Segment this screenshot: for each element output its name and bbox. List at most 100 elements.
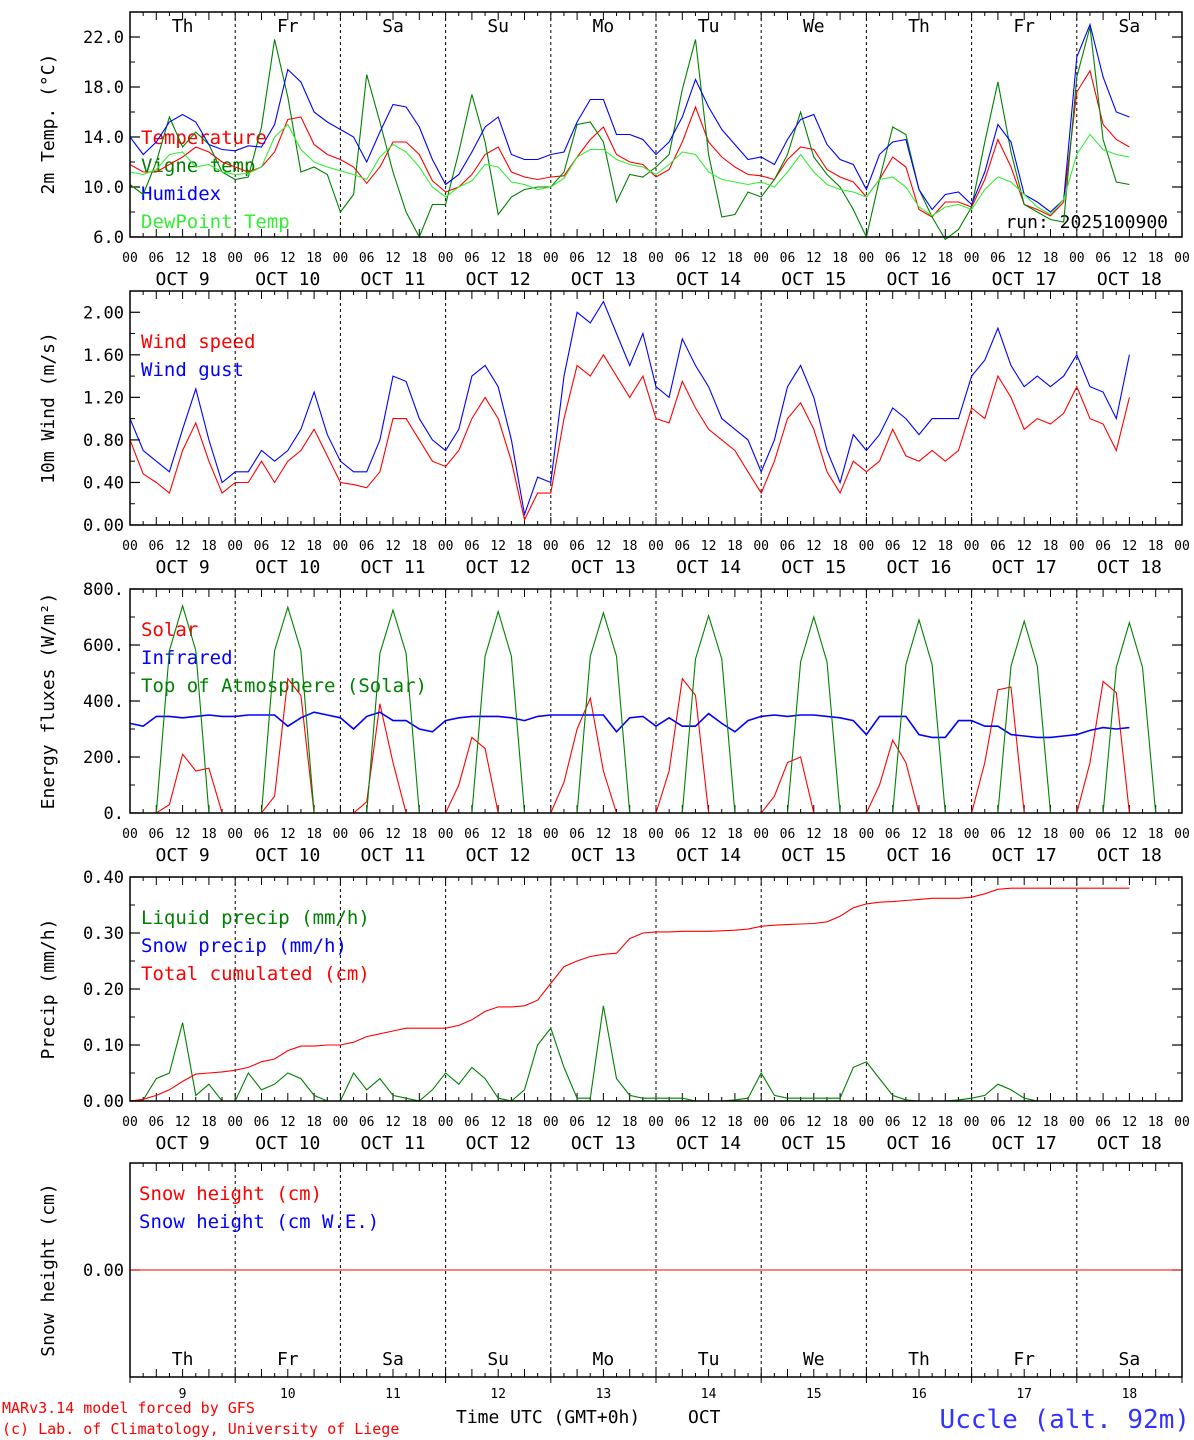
snow-legend-height: Snow height (cm) [139,1183,322,1205]
weekday-label: We [803,16,825,37]
hour-tick-label: 12 [596,1115,612,1130]
hour-tick-label: 00 [438,827,454,842]
day-number: 17 [1016,1387,1032,1402]
series-line-wind-gust [129,300,1130,517]
hour-tick-label: 00 [543,251,559,266]
hour-tick-label: 00 [859,827,875,842]
hour-tick-label: 00 [1174,827,1190,842]
date-label: OCT 15 [781,1133,846,1154]
panel-precip: Precip (mm/h) Liquid precip (mm/h) Snow … [38,876,1183,1102]
energy-legend-toa: Top of Atmosphere (Solar) [141,675,427,697]
y-tick-label: 0.00 [83,1261,124,1281]
y-tick-label: 2.00 [83,303,124,323]
hour-tick-label: 00 [438,251,454,266]
hour-tick-label: 18 [832,1115,848,1130]
weekday-label: Su [487,16,509,37]
y-tick-label: 10.0 [83,178,124,198]
hour-tick-label: 12 [490,251,506,266]
hour-tick-label: 00 [333,251,349,266]
date-label: OCT 18 [1097,845,1162,866]
hour-tick-label: 06 [464,251,480,266]
hour-tick-label: 12 [490,827,506,842]
hour-tick-label: 00 [859,539,875,554]
hour-tick-label: 00 [227,539,243,554]
hour-tick-label: 18 [201,539,217,554]
hour-tick-label: 18 [411,827,427,842]
hour-tick-label: 06 [254,539,270,554]
day-number: 11 [385,1387,401,1402]
hour-tick-label: 18 [517,251,533,266]
weekday-label: Fr [277,1349,299,1370]
hour-tick-label: 12 [1016,1115,1032,1130]
hour-tick-label: 06 [674,539,690,554]
hour-tick-label: 18 [201,827,217,842]
hour-tick-label: 18 [727,827,743,842]
date-label: OCT 16 [886,269,951,290]
date-label: OCT 9 [156,1133,210,1154]
hour-tick-label: 18 [1043,251,1059,266]
date-label: OCT 11 [360,1133,425,1154]
hour-tick-label: 06 [674,1115,690,1130]
hour-tick-label: 00 [227,827,243,842]
date-label: OCT 10 [255,557,320,578]
hour-tick-label: 06 [148,827,164,842]
hour-tick-label: 06 [359,539,375,554]
date-label: OCT 12 [466,269,531,290]
y-tick-label: 0.00 [83,516,124,536]
hour-tick-label: 18 [306,1115,322,1130]
y-tick-label: 1.60 [83,346,124,366]
hour-tick-label: 18 [937,251,953,266]
hour-tick-label: 00 [753,251,769,266]
panel-energy: Energy fluxes (W/m²) Solar Infrared Top … [38,588,1183,814]
footer-month: OCT [688,1407,721,1428]
hour-tick-label: 00 [648,827,664,842]
hour-tick-label: 18 [411,539,427,554]
weekday-label: Fr [1013,1349,1035,1370]
date-label: OCT 18 [1097,269,1162,290]
hour-tick-label: 00 [964,539,980,554]
hour-tick-label: 18 [306,539,322,554]
hour-tick-label: 12 [385,1115,401,1130]
run-annotation: run: 2025100900 [1005,212,1168,233]
precip-legend-cumulated: Total cumulated (cm) [141,963,370,985]
hour-tick-label: 12 [596,251,612,266]
hour-tick-label: 06 [674,251,690,266]
y-tick-label: 0.40 [83,868,124,888]
hour-tick-label: 18 [517,1115,533,1130]
weekday-label: Fr [1013,16,1035,37]
hour-tick-label: 00 [543,1115,559,1130]
date-label: OCT 9 [156,845,210,866]
weekday-label: Fr [277,16,299,37]
hour-tick-label: 12 [385,827,401,842]
y-tick-label: 0.20 [83,980,124,1000]
hour-tick-label: 06 [1095,827,1111,842]
hour-tick-label: 06 [148,1115,164,1130]
hour-tick-label: 18 [201,1115,217,1130]
hour-tick-label: 18 [622,1115,638,1130]
footer-model: MARv3.14 model forced by GFS [2,1399,255,1417]
hour-tick-label: 12 [175,1115,191,1130]
hour-tick-label: 00 [438,1115,454,1130]
y-tick-label: 0.10 [83,1036,124,1056]
date-label: OCT 14 [676,1133,741,1154]
snow-y-axis-label: Snow height (cm) [38,1183,59,1356]
wind-legend-gust: Wind gust [141,359,244,381]
hour-tick-label: 06 [780,251,796,266]
hour-tick-label: 12 [280,827,296,842]
y-tick-label: 600. [83,636,124,656]
day-number: 10 [280,1387,296,1402]
hour-tick-label: 18 [832,539,848,554]
day-number: 9 [179,1387,187,1402]
hour-tick-label: 12 [701,539,717,554]
date-label: OCT 15 [781,845,846,866]
hour-tick-label: 00 [333,539,349,554]
series-line-humidex [129,22,1130,213]
hour-tick-label: 12 [280,1115,296,1130]
hour-tick-label: 00 [648,251,664,266]
hour-tick-label: 12 [175,539,191,554]
hour-tick-label: 00 [1174,1115,1190,1130]
hour-tick-label: 06 [569,251,585,266]
hour-tick-label: 00 [227,251,243,266]
date-label: OCT 11 [360,269,425,290]
series-line-total-cumulated-cm- [129,887,1130,1102]
